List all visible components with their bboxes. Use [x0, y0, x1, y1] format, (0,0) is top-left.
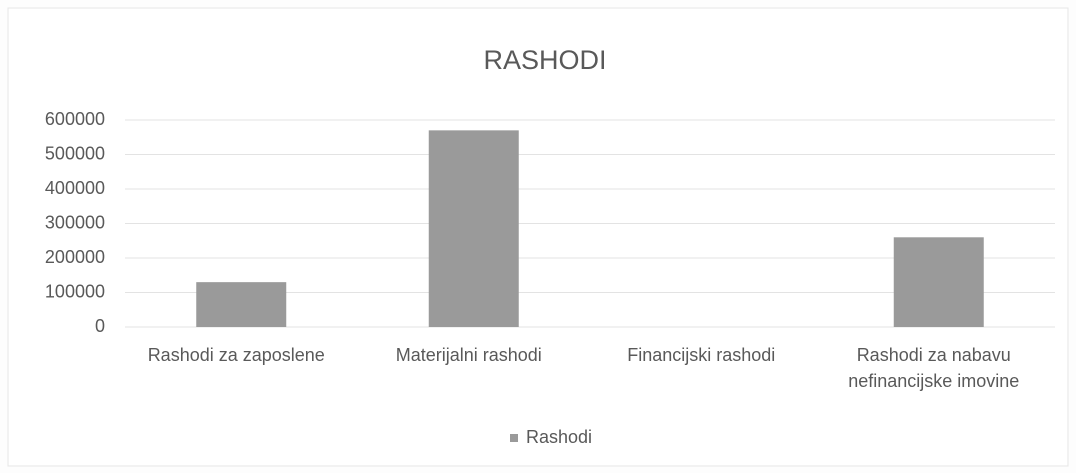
y-tick-label: 400000 [45, 178, 105, 198]
x-tick-label: Materijalni rashodi [395, 345, 542, 365]
y-tick-label: 100000 [45, 281, 105, 301]
y-tick-label: 200000 [45, 247, 105, 267]
y-tick-label: 300000 [45, 212, 105, 232]
y-tick-label: 500000 [45, 143, 105, 163]
chart-area [7, 7, 1069, 467]
x-tick-label: Rashodi za zaposlene [147, 345, 325, 365]
x-tick-label: Financijski rashodi [627, 345, 776, 365]
x-tick-label: Rashodi za nabavu nefinancijske imovine [848, 345, 1020, 391]
y-tick-label: 600000 [45, 109, 105, 129]
bar [893, 237, 984, 327]
chart-title: RASHODI [483, 45, 606, 75]
legend-label: Rashodi [526, 427, 592, 447]
bar [428, 130, 519, 327]
bar [196, 282, 287, 327]
y-tick-label: 0 [95, 316, 105, 336]
legend-marker [510, 434, 518, 442]
